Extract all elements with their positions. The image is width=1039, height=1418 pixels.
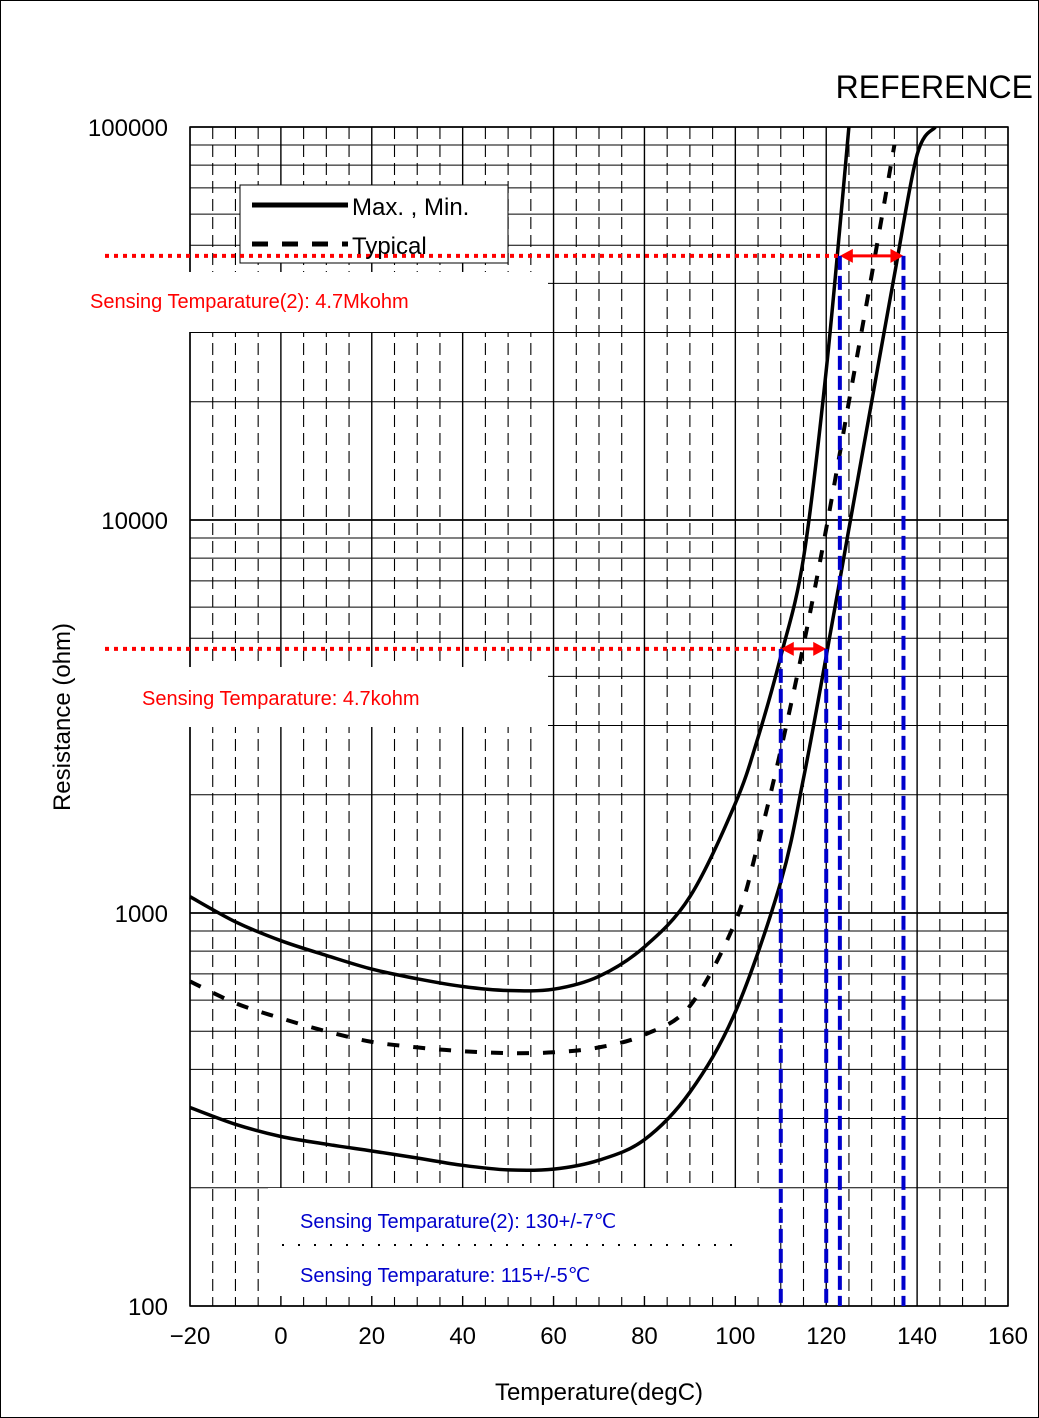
legend-box [239, 184, 509, 264]
y-tick-label: 10000 [101, 508, 168, 535]
x-tick-labels: −20 0 20 40 60 80 100 120 140 160 [170, 1323, 1028, 1350]
sensing2-temperature-label: Sensing Temparature(2): 130+/-7℃ [300, 1211, 616, 1233]
y-tick-label: 100000 [88, 115, 168, 142]
x-axis-label: Temperature(degC) [495, 1379, 703, 1406]
min-curve [189, 125, 937, 1173]
y-tick-label: 100 [128, 1294, 168, 1321]
x-tick-label: −20 [170, 1323, 211, 1350]
markers [105, 248, 906, 1306]
sensing1-range-arrow-right-head [813, 641, 827, 656]
sensing2-label-box [60, 272, 548, 332]
grid [189, 126, 1009, 1307]
y-tick-labels: 100 1000 10000 100000 [88, 115, 168, 1321]
curves [189, 125, 937, 1173]
sensing2-range-arrow-right-head [890, 248, 904, 263]
sensing1-label-box [120, 667, 548, 727]
x-tick-label: 0 [274, 1323, 287, 1350]
max-curve [189, 126, 851, 993]
x-tick-label: 100 [715, 1323, 755, 1350]
x-tick-label: 120 [806, 1323, 846, 1350]
temperature-label-box [268, 1188, 760, 1296]
sensing2-resistance-label: Sensing Temparature(2): 4.7Mkohm [90, 291, 409, 313]
x-tick-label: 80 [631, 1323, 658, 1350]
chart-title: REFERENCE [836, 69, 1033, 105]
x-tick-label: 140 [897, 1323, 937, 1350]
sensing2-range-arrow-left-head [839, 248, 853, 263]
legend-typical-label: Typical [352, 233, 427, 260]
x-tick-label: 20 [358, 1323, 385, 1350]
sensing1-temperature-label: Sensing Temparature: 115+/-5℃ [300, 1265, 590, 1287]
y-tick-label: 1000 [115, 901, 168, 928]
y-axis-label: Resistance (ohm) [49, 623, 76, 811]
x-tick-label: 40 [449, 1323, 476, 1350]
sensing1-resistance-label: Sensing Temparature: 4.7kohm [142, 688, 420, 710]
legend-max-min-label: Max. , Min. [352, 194, 469, 221]
x-tick-label: 60 [540, 1323, 567, 1350]
typical-curve [189, 144, 897, 1056]
sensing1-range-arrow-left-head [780, 641, 794, 656]
x-tick-label: 160 [988, 1323, 1028, 1350]
